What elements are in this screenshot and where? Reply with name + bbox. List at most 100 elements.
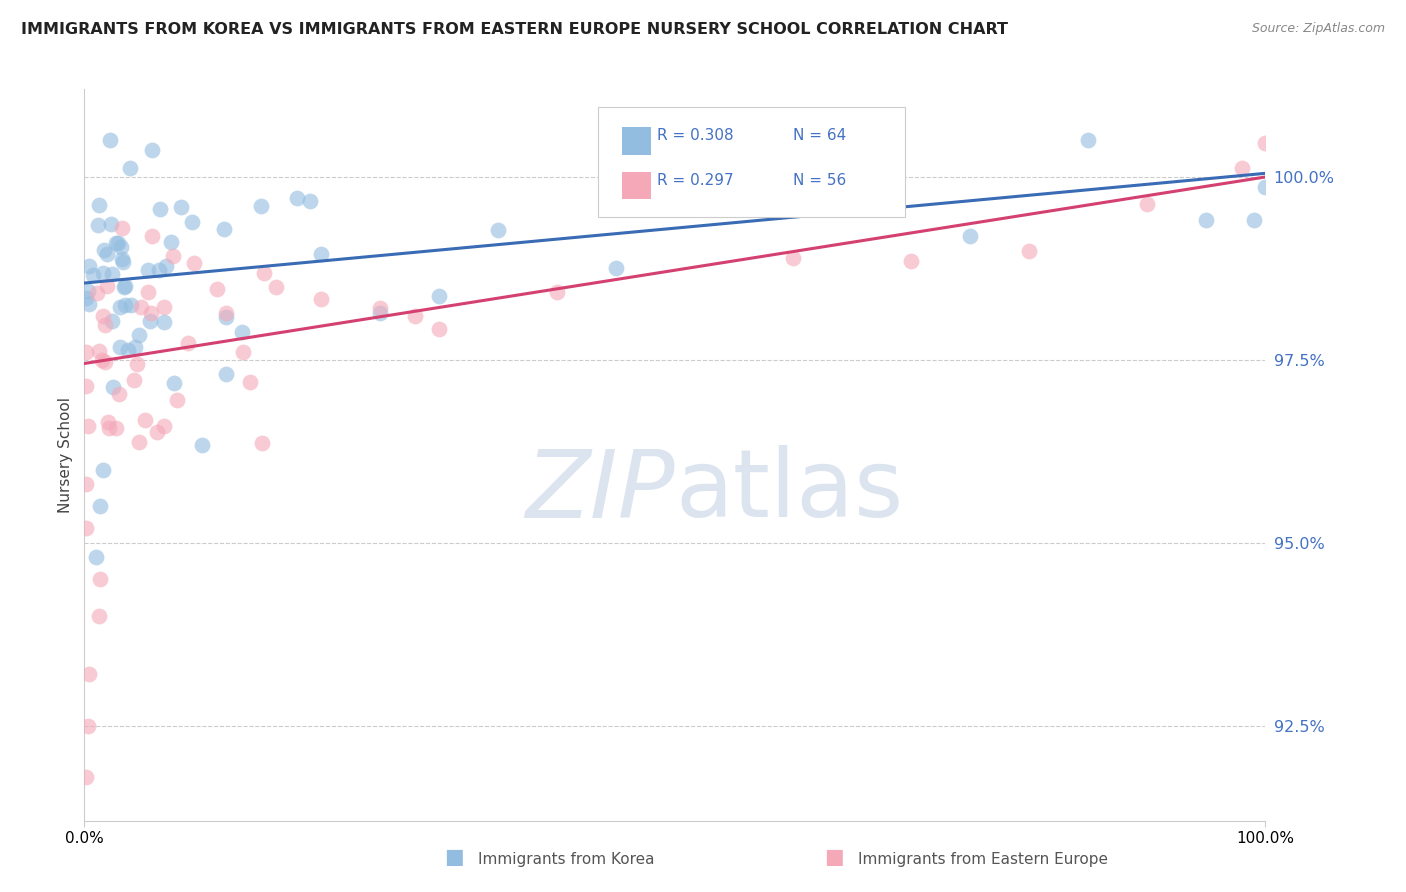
Point bbox=[100, 217, 122, 231]
Point bbox=[100, 314, 122, 328]
Point bbox=[87, 218, 110, 232]
Point bbox=[298, 194, 321, 209]
Point bbox=[134, 413, 156, 427]
Point bbox=[136, 262, 159, 277]
Point bbox=[215, 306, 238, 320]
Point bbox=[1243, 213, 1265, 227]
Point bbox=[75, 770, 97, 784]
Point bbox=[138, 314, 160, 328]
Point bbox=[232, 344, 254, 359]
Point bbox=[110, 240, 132, 254]
Point bbox=[108, 340, 131, 354]
Point bbox=[136, 285, 159, 299]
Point bbox=[153, 300, 176, 314]
Text: atlas: atlas bbox=[675, 445, 903, 538]
Text: Immigrants from Korea: Immigrants from Korea bbox=[478, 852, 655, 867]
Point bbox=[215, 367, 238, 381]
Point bbox=[368, 306, 391, 320]
Point bbox=[841, 158, 863, 172]
FancyBboxPatch shape bbox=[598, 108, 905, 218]
Point bbox=[91, 266, 114, 280]
Point bbox=[105, 420, 128, 434]
Point bbox=[118, 161, 141, 176]
Point bbox=[111, 255, 134, 269]
Point bbox=[117, 343, 139, 357]
Point bbox=[404, 309, 426, 323]
Point bbox=[1230, 161, 1253, 176]
Point bbox=[108, 301, 131, 315]
Point bbox=[546, 285, 568, 299]
Point bbox=[180, 215, 202, 229]
Point bbox=[104, 235, 127, 250]
Point bbox=[120, 298, 142, 312]
Point bbox=[110, 252, 132, 266]
Text: IMMIGRANTS FROM KOREA VS IMMIGRANTS FROM EASTERN EUROPE NURSERY SCHOOL CORRELATI: IMMIGRANTS FROM KOREA VS IMMIGRANTS FROM… bbox=[21, 22, 1008, 37]
Point bbox=[486, 223, 509, 237]
Y-axis label: Nursery School: Nursery School bbox=[58, 397, 73, 513]
Point bbox=[84, 550, 107, 565]
Point bbox=[1254, 179, 1277, 194]
Point bbox=[146, 425, 169, 440]
Point bbox=[108, 387, 131, 401]
Point bbox=[75, 477, 97, 491]
Point bbox=[1077, 133, 1099, 147]
Point bbox=[215, 310, 238, 324]
Point bbox=[82, 268, 104, 282]
Point bbox=[148, 263, 170, 277]
Text: R = 0.308: R = 0.308 bbox=[657, 128, 734, 143]
Point bbox=[114, 298, 136, 312]
Point bbox=[1136, 196, 1159, 211]
Point bbox=[664, 194, 686, 209]
Text: N = 56: N = 56 bbox=[793, 173, 846, 187]
Point bbox=[77, 297, 100, 311]
Text: N = 64: N = 64 bbox=[793, 128, 846, 143]
Point bbox=[239, 375, 262, 389]
Point bbox=[97, 415, 120, 429]
Point bbox=[162, 249, 184, 263]
Text: Immigrants from Eastern Europe: Immigrants from Eastern Europe bbox=[858, 852, 1108, 867]
Point bbox=[1018, 244, 1040, 258]
Point bbox=[112, 280, 135, 294]
Point bbox=[141, 229, 163, 244]
Point bbox=[90, 352, 112, 367]
Point bbox=[77, 260, 100, 274]
Point bbox=[250, 199, 273, 213]
Point bbox=[98, 421, 121, 435]
Point bbox=[75, 344, 97, 359]
Point bbox=[96, 278, 118, 293]
Point bbox=[159, 235, 181, 249]
Point bbox=[77, 667, 100, 681]
Point bbox=[427, 322, 450, 336]
Text: ■: ■ bbox=[824, 847, 844, 867]
Point bbox=[89, 572, 111, 586]
Point bbox=[191, 438, 214, 452]
Point bbox=[111, 221, 134, 235]
Point bbox=[127, 357, 149, 371]
Point bbox=[76, 718, 98, 732]
Point bbox=[86, 285, 108, 300]
Point bbox=[139, 306, 162, 320]
Point bbox=[264, 280, 287, 294]
Point bbox=[723, 190, 745, 204]
Point bbox=[89, 499, 111, 513]
Point bbox=[183, 255, 205, 269]
Point bbox=[205, 282, 228, 296]
Point bbox=[87, 198, 110, 212]
Point bbox=[605, 260, 627, 275]
Point bbox=[163, 376, 186, 391]
Point bbox=[129, 300, 152, 314]
Point bbox=[87, 608, 110, 623]
Point bbox=[782, 251, 804, 265]
FancyBboxPatch shape bbox=[621, 128, 651, 154]
Point bbox=[128, 328, 150, 343]
Point bbox=[101, 380, 124, 394]
Point bbox=[253, 266, 276, 280]
Point bbox=[96, 246, 118, 260]
Point bbox=[94, 354, 117, 368]
Point bbox=[309, 247, 332, 261]
Point bbox=[75, 521, 97, 535]
Point bbox=[212, 222, 235, 236]
Point bbox=[166, 393, 188, 408]
Point bbox=[107, 236, 129, 251]
Point bbox=[75, 291, 97, 305]
